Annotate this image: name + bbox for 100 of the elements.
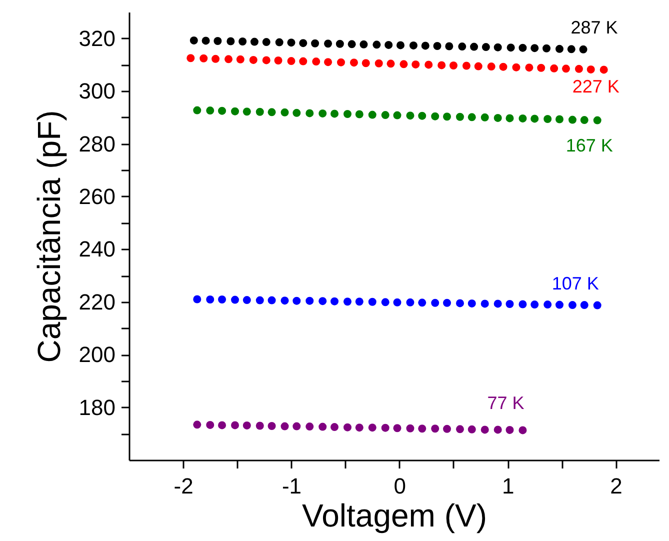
point [462, 62, 470, 70]
point [355, 110, 364, 118]
point [324, 40, 332, 48]
point [433, 42, 442, 50]
point [530, 300, 539, 309]
point [368, 110, 376, 119]
point [530, 44, 539, 52]
point [512, 63, 520, 72]
point [306, 296, 314, 305]
point [250, 38, 258, 46]
point [600, 66, 608, 74]
point [593, 116, 602, 124]
point [562, 64, 570, 73]
series-label: 227 K [572, 76, 620, 97]
point [242, 296, 251, 304]
point [499, 62, 508, 71]
point [236, 55, 244, 64]
point [421, 42, 430, 50]
point [350, 58, 358, 67]
point [224, 55, 233, 64]
point [579, 45, 588, 54]
point [537, 64, 546, 72]
point [218, 421, 226, 430]
point [190, 36, 198, 44]
point [268, 422, 276, 430]
point [256, 296, 264, 304]
point [480, 426, 489, 434]
point [555, 300, 564, 309]
point [386, 60, 395, 68]
point [193, 106, 202, 114]
point [555, 115, 564, 124]
point [506, 426, 514, 434]
series-label: 107 K [552, 273, 599, 294]
point [268, 296, 276, 304]
point [396, 41, 404, 50]
point [593, 301, 602, 310]
point [362, 59, 370, 68]
point [355, 424, 364, 432]
x-tick-label: -2 [174, 474, 194, 498]
point [348, 40, 356, 48]
point [418, 298, 426, 307]
point [206, 106, 214, 115]
y-tick-label: 200 [78, 342, 116, 368]
point [292, 296, 301, 305]
point [206, 296, 214, 304]
point [343, 298, 352, 306]
point [406, 298, 414, 306]
point [292, 108, 301, 117]
point [306, 422, 314, 431]
point [275, 38, 284, 46]
point [580, 301, 588, 310]
x-tick-label: 2 [610, 474, 622, 498]
point [242, 421, 251, 430]
point [287, 38, 296, 47]
point [218, 296, 226, 304]
point [268, 108, 276, 116]
point [206, 420, 214, 429]
point [406, 112, 414, 120]
x-tick-label: 0 [394, 474, 406, 498]
point [368, 298, 376, 306]
point [299, 39, 308, 48]
series-label: 167 K [566, 135, 613, 156]
point [494, 426, 502, 434]
point [518, 300, 527, 308]
point [506, 300, 514, 308]
x-tick-label: -1 [282, 474, 302, 498]
point [470, 42, 478, 51]
point [445, 42, 454, 50]
point [393, 111, 402, 120]
point [262, 38, 270, 46]
point [418, 424, 426, 433]
point [443, 298, 451, 307]
y-tick-label: 260 [78, 184, 116, 209]
point [212, 54, 220, 63]
point [456, 299, 464, 308]
point [231, 296, 239, 304]
point [555, 44, 564, 53]
point [393, 424, 402, 432]
point [544, 300, 552, 309]
point [443, 424, 451, 433]
point [494, 300, 502, 308]
point [456, 425, 464, 434]
point [256, 108, 264, 116]
point [324, 58, 332, 66]
point [193, 295, 202, 304]
point [506, 114, 514, 122]
series-label: 287 K [570, 17, 618, 38]
point [360, 40, 368, 48]
point [518, 114, 527, 122]
point [330, 110, 339, 118]
point [374, 59, 383, 68]
point [480, 113, 489, 122]
point [494, 43, 502, 52]
point [550, 64, 558, 72]
point [568, 301, 576, 310]
point [424, 60, 433, 69]
point [318, 422, 327, 431]
point [318, 297, 327, 306]
point [431, 298, 440, 307]
y-tick-label: 180 [78, 394, 116, 420]
